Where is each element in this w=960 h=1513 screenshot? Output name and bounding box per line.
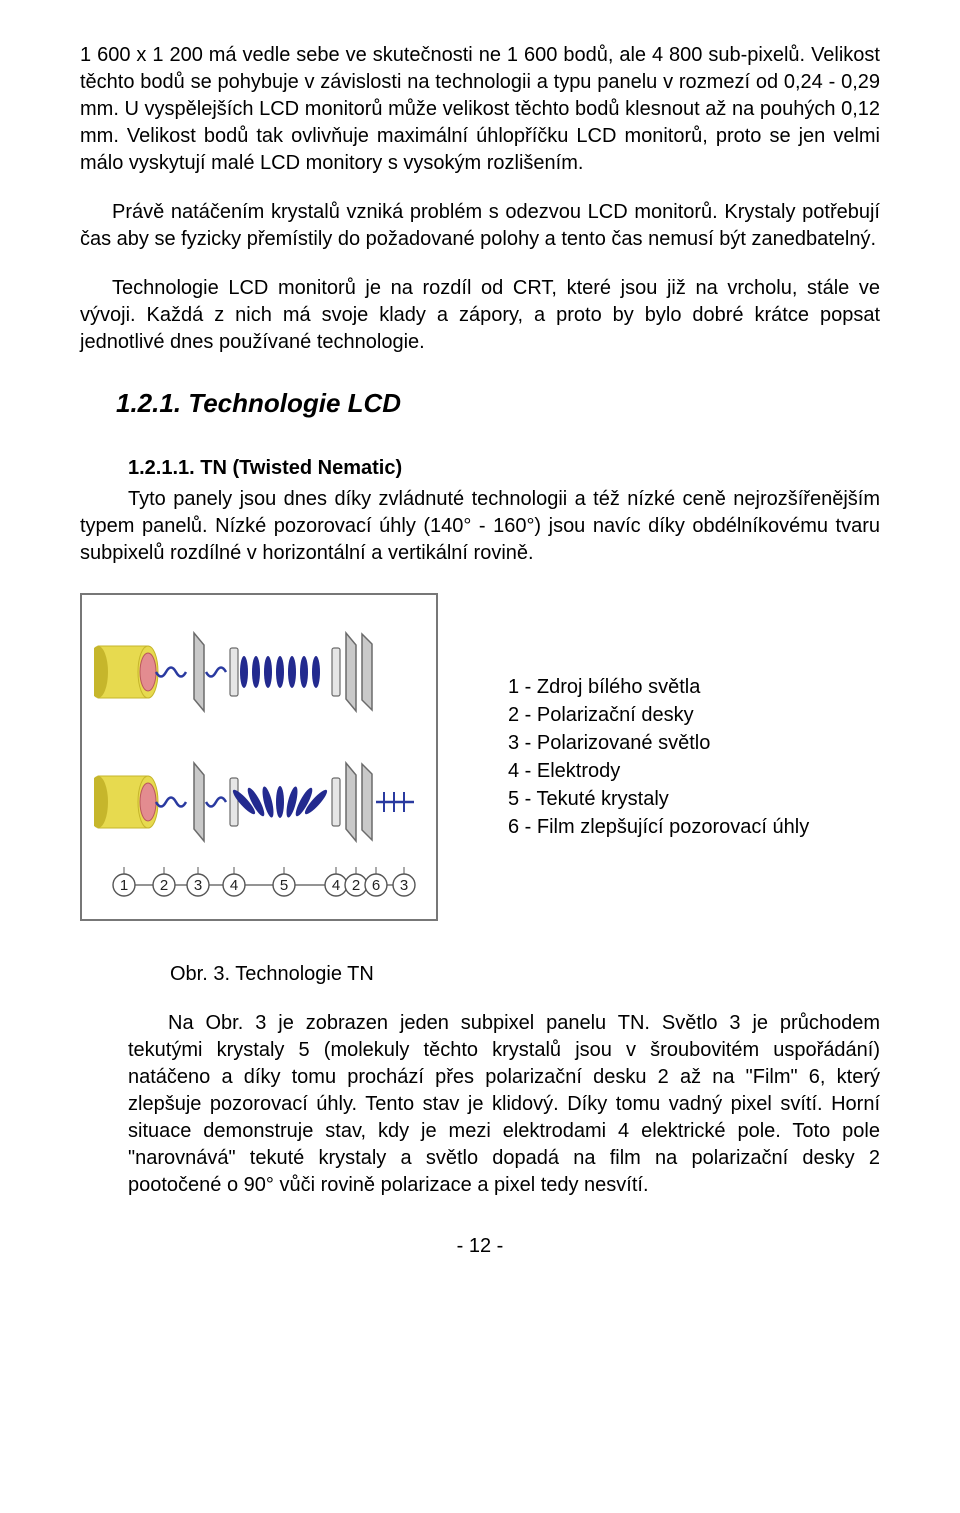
legend-item-5: 5 - Tekuté krystaly [508,785,809,813]
svg-text:4: 4 [230,877,238,894]
heading-technologies: 1.2.1. Technologie LCD [116,386,880,421]
paragraph-1: 1 600 x 1 200 má vedle sebe ve skutečnos… [80,42,880,177]
svg-text:3: 3 [400,877,408,894]
figure-caption: Obr. 3. Technologie TN [170,961,880,988]
svg-text:4: 4 [332,877,340,894]
legend-item-3: 3 - Polarizované světlo [508,729,809,757]
paragraph-tn-intro: Tyto panely jsou dnes díky zvládnuté tec… [80,486,880,567]
paragraph-tn-body: Na Obr. 3 je zobrazen jeden subpixel pan… [128,1010,880,1199]
svg-text:6: 6 [372,877,380,894]
legend-item-4: 4 - Elektrody [508,757,809,785]
legend-item-1: 1 - Zdroj bílého světla [508,673,809,701]
legend-item-2: 2 - Polarizační desky [508,701,809,729]
paragraph-2: Právě natáčením krystalů vzniká problém … [80,199,880,253]
svg-text:2: 2 [352,877,360,894]
svg-text:3: 3 [194,877,202,894]
page-number: - 12 - [80,1233,880,1260]
svg-text:2: 2 [160,877,168,894]
figure-tn-diagram: 123454263 [80,593,438,921]
svg-text:5: 5 [280,877,288,894]
paragraph-3: Technologie LCD monitorů je na rozdíl od… [80,275,880,356]
figure-legend: 1 - Zdroj bílého světla 2 - Polarizační … [508,673,809,841]
heading-tn: 1.2.1.1. TN (Twisted Nematic) [128,455,880,482]
tn-svg: 123454263 [94,607,424,907]
svg-text:1: 1 [120,877,128,894]
legend-item-6: 6 - Film zlepšující pozorovací úhly [508,813,809,841]
